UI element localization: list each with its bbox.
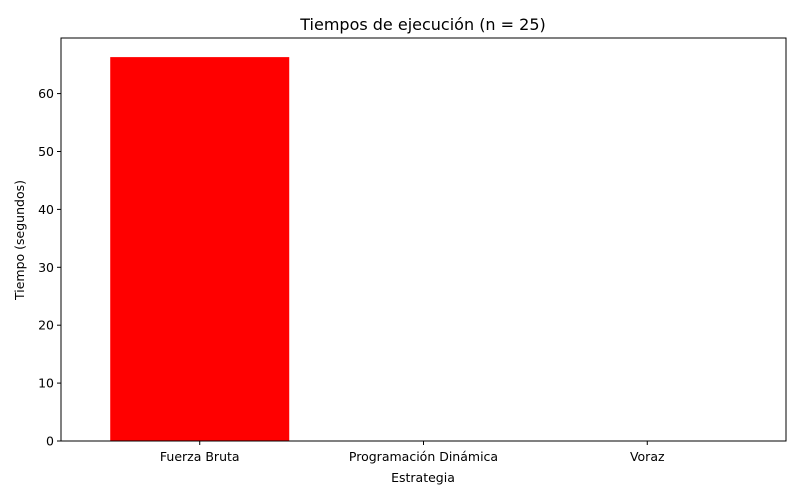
chart-title: Tiempos de ejecución (n = 25) [299, 15, 546, 34]
x-axis-ticks: Fuerza Bruta Programación Dinámica Voraz [160, 441, 665, 464]
x-axis-label: Estrategia [391, 470, 455, 485]
y-tick-label: 40 [38, 202, 54, 217]
bars-group [110, 57, 290, 441]
y-tick-label: 0 [46, 434, 54, 449]
y-tick-label: 30 [38, 260, 54, 275]
y-axis-ticks: 0 10 20 30 40 50 60 [38, 86, 61, 449]
y-tick-label: 50 [38, 144, 54, 159]
plot-frame [60, 37, 787, 442]
x-tick-label: Fuerza Bruta [160, 449, 240, 464]
y-tick-label: 20 [38, 318, 54, 333]
x-tick-label: Voraz [630, 449, 665, 464]
bar-fuerza-bruta [110, 57, 290, 441]
y-axis-label: Tiempo (segundos) [12, 180, 27, 301]
y-tick-label: 10 [38, 376, 54, 391]
x-tick-label: Programación Dinámica [349, 449, 498, 464]
y-tick-label: 60 [38, 86, 54, 101]
